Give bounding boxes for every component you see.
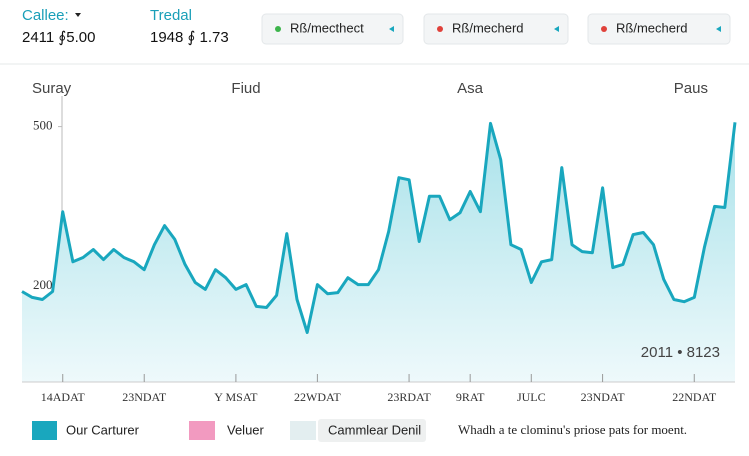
- legend-swatch: [32, 421, 57, 440]
- legend-note: Whadh a te clominu's priose pats for moe…: [458, 422, 687, 437]
- chart: SurayFiudAsaPaus10020050014ADAT23NDATY M…: [21, 80, 737, 442]
- x-tick-label: JULC: [517, 390, 546, 404]
- x-tick-label: 23NDAT: [581, 390, 626, 404]
- filter-label: Tredal: [150, 7, 192, 24]
- button-caret: [716, 26, 721, 32]
- section-label: Suray: [32, 80, 72, 97]
- button-caret: [389, 26, 394, 32]
- x-tick-label: 23RDAT: [387, 390, 431, 404]
- button-label: Rß/mecthect: [290, 20, 364, 35]
- legend-label: Veluer: [227, 422, 265, 437]
- section-label: Asa: [457, 80, 484, 97]
- annotation: 2011 • 8123: [641, 344, 720, 361]
- filter-value: 2411 ∮5.00: [22, 29, 95, 46]
- button-caret: [554, 26, 559, 32]
- x-tick-label: 23NDAT: [122, 390, 167, 404]
- legend-label: Our Carturer: [66, 422, 140, 437]
- dropdown-caret[interactable]: [75, 13, 81, 17]
- area-fill: [22, 122, 735, 383]
- button-label: Rß/mecherd: [616, 20, 688, 35]
- legend-swatch: [290, 421, 316, 440]
- status-dot: [437, 26, 443, 32]
- legend-swatch: [189, 421, 215, 440]
- status-dot: [601, 26, 607, 32]
- filter-button[interactable]: [587, 13, 731, 45]
- filter-value: 1948 ∮ 1.73: [150, 29, 229, 46]
- legend-label: Cammlear Denil: [328, 422, 421, 437]
- x-tick-label: Y MSAT: [214, 390, 258, 404]
- line: [21, 121, 737, 334]
- filter-button[interactable]: [423, 13, 569, 45]
- button-row: Rß/mecthect Rß/mecherd Rß/mecherd: [261, 13, 731, 45]
- x-tick-label: 22WDAT: [294, 390, 341, 404]
- x-tick-label: 9RAT: [456, 390, 485, 404]
- legend-pill: [318, 419, 426, 442]
- y-tick-label: 500: [33, 118, 53, 133]
- filter-button[interactable]: [261, 13, 404, 45]
- section-label: Fiud: [231, 80, 260, 97]
- y-tick-label: 200: [33, 277, 53, 292]
- x-tick-label: 22NDAT: [672, 390, 717, 404]
- button-label: Rß/mecherd: [452, 20, 524, 35]
- filter-label: Callee:: [22, 7, 69, 24]
- x-tick-label: 14ADAT: [41, 390, 86, 404]
- status-dot: [275, 26, 281, 32]
- section-label: Paus: [674, 80, 708, 97]
